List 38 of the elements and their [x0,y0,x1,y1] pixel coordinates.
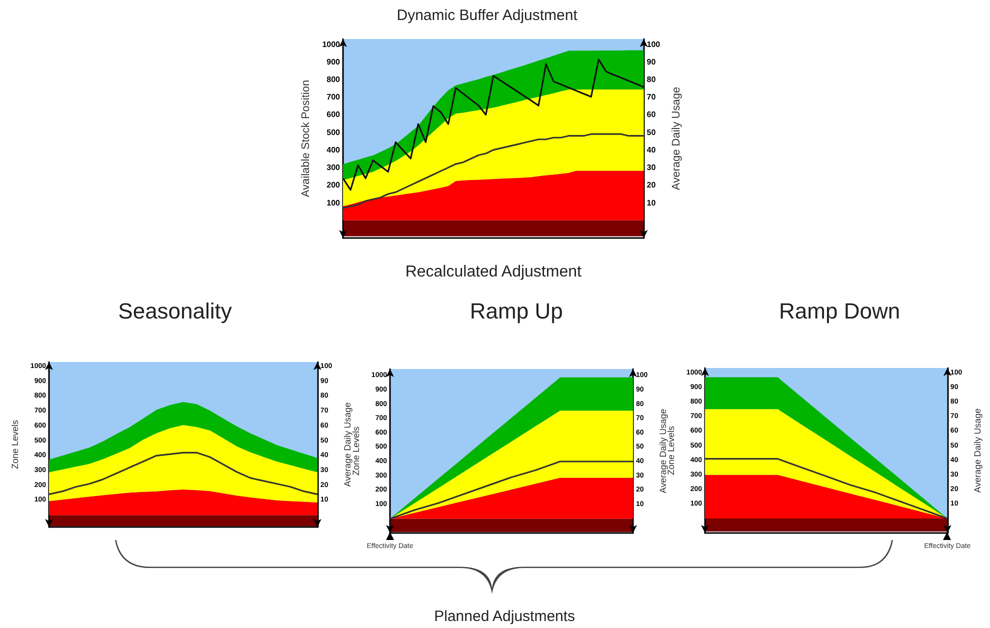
y-axis-title: Zone Levels [351,426,362,476]
y2-tick-label: 80 [646,75,656,84]
y2-tick-label: 90 [646,57,656,66]
y-tick-label: 200 [326,180,341,190]
y-tick-label: 500 [326,128,341,137]
y2-tick-label: 20 [646,180,656,190]
line-series [48,452,318,496]
y2-tick-label: 50 [646,128,656,137]
y-tick-label: 700 [326,92,341,102]
chart-title: Ramp Up [470,298,563,324]
y2-axis-title: Average Daily Usage [972,408,982,493]
line-series [342,133,645,209]
y-axis-title: Zone Levels [666,425,676,476]
text: Planned Adjustments [434,608,576,625]
chart-title: Dynamic Buffer Adjustment [396,7,578,24]
y-tick-label: 100 [326,198,341,208]
y2-tick-label: 100 [646,40,661,49]
y-tick-label: 1000 [322,40,341,49]
line-series [389,460,634,520]
y2-tick-label: 60 [646,110,656,120]
y2-axis-title: Average Daily Usage [342,402,352,487]
y2-tick-label: 30 [646,163,656,172]
y-tick-label: 600 [326,110,341,120]
y-tick-label: 300 [326,163,341,172]
y-axis-title: Available Stock Position [300,80,312,198]
x-axis-title: Recalculated Adjustment [405,264,582,280]
y-tick-label: 800 [326,75,341,84]
y-tick-label: 400 [326,145,341,154]
y-axis-title: Zone Levels [10,419,20,470]
y2-axis-title: Average Daily Usage [670,86,682,190]
y-tick-label: 900 [326,57,341,66]
y2-tick-label: 10 [646,198,656,208]
y2-axis-title: Average Daily Usage [658,408,668,494]
chart-title: Seasonality [118,298,232,324]
line-series [704,458,948,520]
y2-tick-label: 70 [646,92,656,102]
chart-title: Ramp Down [779,298,900,324]
y2-tick-label: 40 [646,145,656,154]
